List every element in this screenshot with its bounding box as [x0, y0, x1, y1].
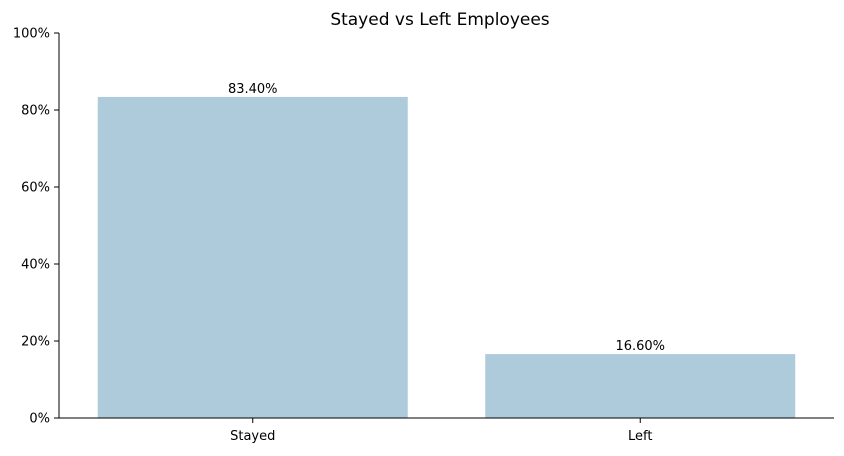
y-tick-label: 20%	[21, 335, 50, 350]
y-tick-label: 40%	[21, 258, 50, 273]
data-label-left: 16.60%	[615, 339, 665, 354]
bar-stayed	[97, 96, 408, 418]
bar-left	[485, 354, 796, 418]
data-label-stayed: 83.40%	[228, 82, 278, 97]
y-tick-label: 100%	[13, 27, 50, 42]
y-tick-label: 60%	[21, 181, 50, 196]
y-tick-label: 0%	[29, 412, 50, 427]
x-tick-label-left: Left	[628, 429, 652, 444]
plot-area: 83.40% Stayed 16.60% Left 0% 20% 40% 60% 80% 100%	[13, 27, 834, 444]
chart-title: Stayed vs Left Employees	[330, 10, 549, 30]
x-tick-label-stayed: Stayed	[230, 429, 275, 444]
y-tick-label: 80%	[21, 104, 50, 119]
